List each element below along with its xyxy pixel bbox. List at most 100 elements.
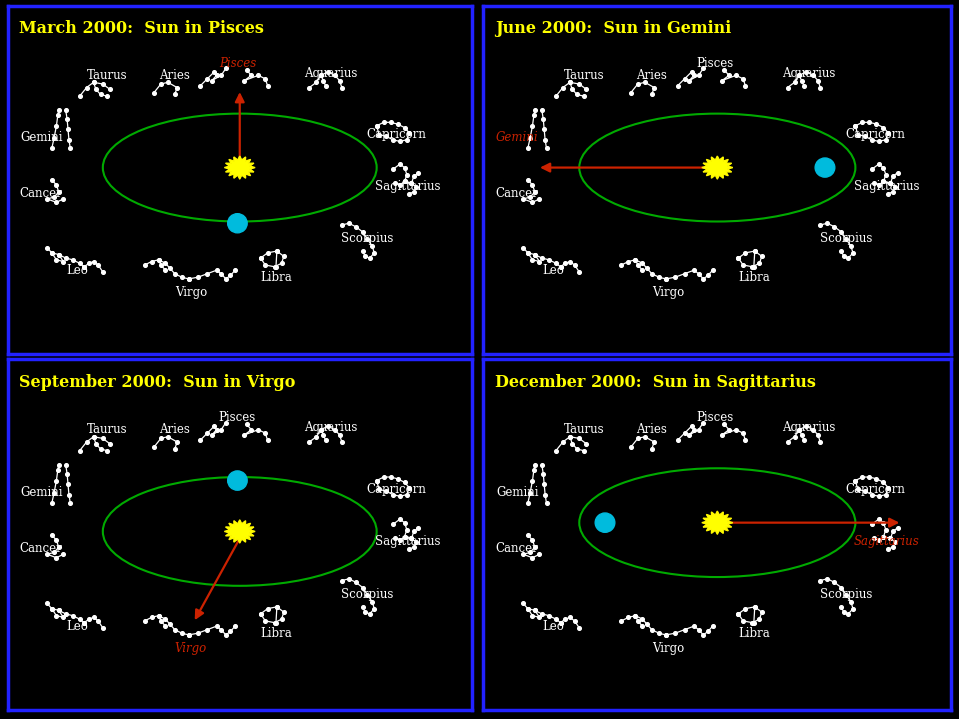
Point: [378, 131, 393, 142]
Point: [535, 468, 550, 480]
Point: [90, 615, 105, 627]
Point: [812, 574, 828, 586]
Point: [334, 574, 349, 586]
Point: [146, 441, 161, 453]
Point: [360, 233, 375, 244]
Point: [871, 513, 886, 525]
Text: Taurus: Taurus: [87, 69, 128, 82]
Text: Aries: Aries: [637, 69, 667, 82]
Point: [827, 221, 842, 232]
Point: [572, 622, 587, 633]
Point: [363, 252, 378, 264]
Point: [86, 76, 102, 88]
Point: [190, 272, 205, 283]
Point: [527, 104, 543, 116]
Point: [364, 240, 380, 252]
Point: [204, 429, 220, 441]
Point: [871, 490, 886, 502]
Point: [871, 136, 886, 147]
Point: [102, 438, 117, 449]
Point: [630, 78, 645, 90]
Point: [810, 75, 826, 86]
Point: [854, 116, 870, 128]
Point: [239, 65, 254, 76]
Point: [578, 83, 594, 95]
Point: [527, 605, 543, 616]
Point: [850, 129, 865, 140]
Point: [729, 70, 744, 81]
Point: [302, 82, 317, 93]
Point: [628, 254, 643, 265]
Text: Capricorn: Capricorn: [846, 128, 905, 141]
Point: [562, 256, 577, 267]
Point: [721, 424, 737, 436]
Point: [526, 464, 542, 476]
Point: [527, 459, 543, 470]
Point: [51, 186, 66, 198]
Point: [572, 266, 587, 278]
Point: [682, 429, 697, 441]
Point: [883, 533, 899, 544]
Point: [44, 142, 59, 154]
Point: [407, 541, 422, 553]
Point: [79, 82, 94, 93]
Point: [363, 608, 378, 620]
Point: [407, 526, 422, 537]
Point: [355, 582, 370, 593]
Point: [244, 424, 259, 436]
Point: [77, 617, 92, 628]
Text: Scorpius: Scorpius: [820, 588, 873, 601]
Point: [737, 434, 753, 446]
Point: [878, 524, 894, 536]
Point: [885, 170, 901, 182]
Point: [60, 124, 76, 135]
Point: [791, 424, 807, 436]
Point: [392, 158, 408, 170]
Text: Aquarius: Aquarius: [782, 421, 835, 434]
Point: [269, 245, 285, 257]
Point: [887, 181, 902, 193]
Point: [536, 124, 551, 135]
Point: [276, 250, 292, 262]
Point: [204, 75, 220, 86]
Point: [553, 261, 569, 273]
Point: [409, 181, 424, 193]
Point: [658, 629, 673, 641]
Point: [523, 132, 538, 144]
Point: [684, 421, 699, 432]
Point: [320, 66, 336, 78]
Point: [62, 498, 78, 509]
Point: [553, 617, 569, 628]
Point: [690, 424, 706, 436]
Point: [810, 429, 826, 441]
Point: [876, 477, 891, 488]
Text: Pisces: Pisces: [219, 57, 256, 70]
Point: [167, 443, 182, 454]
Point: [876, 531, 891, 542]
Point: [736, 427, 751, 439]
Point: [386, 489, 401, 500]
Point: [153, 260, 169, 271]
Polygon shape: [702, 511, 733, 534]
Point: [399, 169, 414, 180]
Point: [787, 76, 803, 88]
Point: [864, 163, 879, 175]
Point: [534, 608, 550, 620]
Text: Aquarius: Aquarius: [304, 421, 357, 434]
Point: [72, 613, 87, 625]
Point: [56, 549, 71, 560]
Ellipse shape: [227, 471, 247, 490]
Point: [623, 87, 639, 99]
Point: [836, 606, 852, 618]
Point: [151, 610, 166, 621]
Point: [314, 424, 329, 436]
Point: [695, 273, 711, 285]
Point: [880, 544, 896, 555]
Text: Aries: Aries: [159, 69, 190, 82]
Point: [60, 478, 76, 490]
Point: [77, 261, 92, 273]
Point: [314, 70, 329, 81]
Point: [402, 188, 417, 199]
Point: [714, 429, 730, 441]
Point: [628, 610, 643, 621]
